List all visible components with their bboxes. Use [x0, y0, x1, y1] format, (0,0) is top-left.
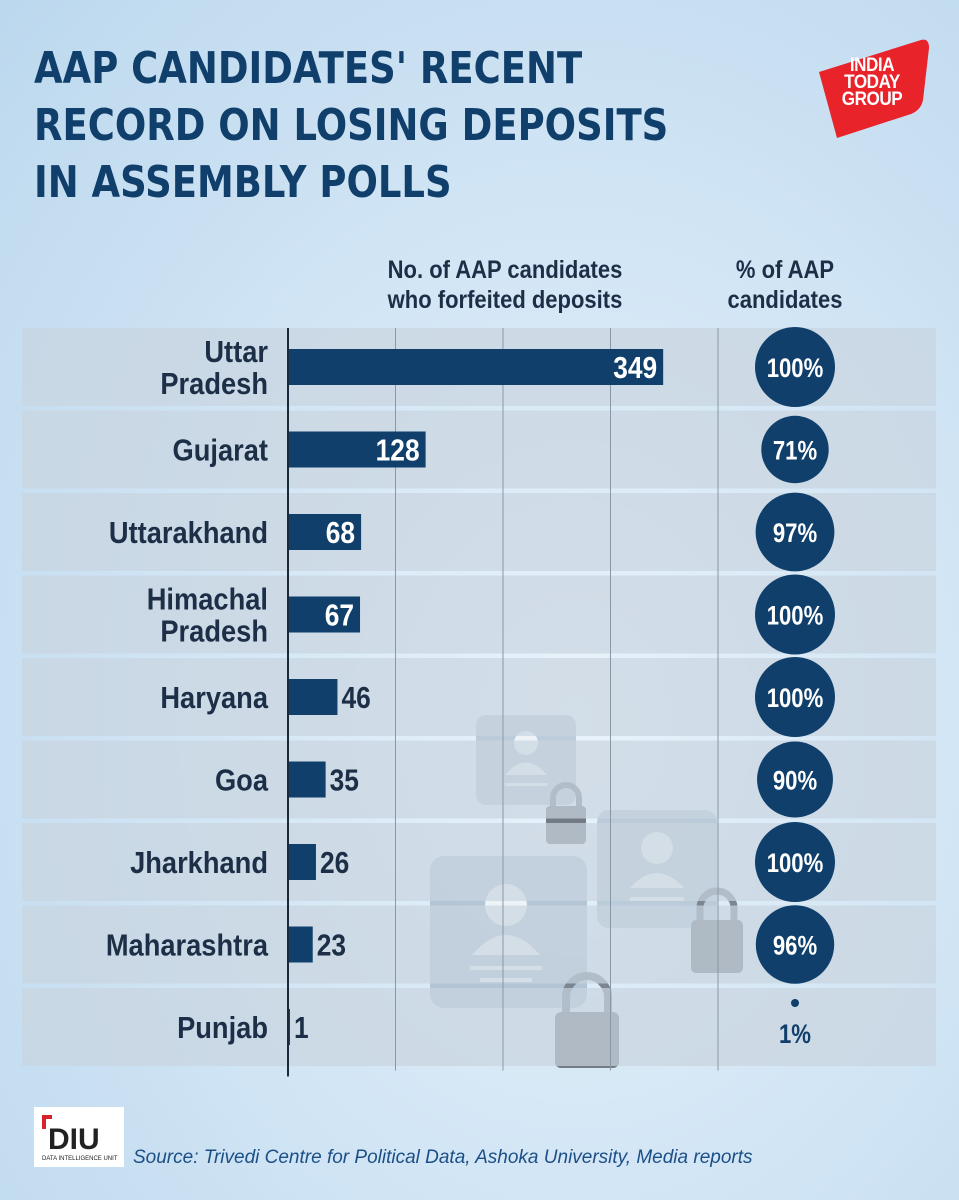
- diu-logo-subtext: DATA INTELLIGENCE UNIT: [42, 1156, 118, 1162]
- category-label: Haryana: [160, 681, 268, 715]
- category-label-line: Himachal: [147, 583, 268, 617]
- india-today-logo-text: INDIA TODAY GROUP: [825, 55, 919, 110]
- title-line: AAP CANDIDATES' RECENT: [34, 43, 583, 94]
- diu-logo: DIU DATA INTELLIGENCE UNIT: [34, 1107, 124, 1167]
- source-note: Source: Trivedi Centre for Political Dat…: [133, 1147, 753, 1168]
- percent-circle: [755, 905, 835, 984]
- category-label: Maharashtra: [106, 929, 269, 963]
- diu-logo-corner: [42, 1115, 52, 1129]
- percent-label: 100%: [767, 684, 824, 714]
- category-label-line: Uttarakhand: [109, 516, 268, 550]
- logo-shape: [819, 39, 929, 138]
- bar-value-label: 67: [325, 599, 354, 633]
- bar-value-label: 68: [326, 516, 355, 550]
- percent-label: 96%: [773, 932, 817, 962]
- category-label: Uttarakhand: [109, 516, 268, 550]
- bar: [288, 596, 361, 633]
- bar: [288, 679, 338, 715]
- bar: [288, 844, 316, 880]
- column-header-line: % of AAP: [735, 256, 835, 284]
- category-label-line: Jharkhand: [130, 846, 268, 880]
- category-label-line: Uttar: [204, 335, 268, 369]
- percent-label: 100%: [767, 602, 824, 632]
- page-title: AAP CANDIDATES' RECENT RECORD ON LOSING …: [34, 40, 672, 211]
- bar-value-label: 26: [320, 846, 349, 880]
- logo-line: GROUP: [841, 89, 903, 110]
- column-header-line: No. of AAP candidates: [387, 256, 623, 284]
- category-label: Jharkhand: [130, 846, 268, 880]
- category-label-line: Haryana: [160, 681, 268, 715]
- percent-circle: [755, 574, 835, 655]
- category-label: Uttar Pradesh: [160, 335, 268, 401]
- category-label: Gujarat: [173, 434, 269, 468]
- bar: [288, 514, 362, 550]
- category-label: Punjab: [177, 1011, 268, 1045]
- bar-value-label: 1: [294, 1011, 309, 1045]
- percent-label: 100%: [767, 354, 824, 384]
- category-label-line: Pradesh: [160, 615, 268, 649]
- percent-label: 71%: [773, 437, 817, 467]
- bar-value-label: 23: [317, 929, 346, 963]
- percent-label: 90%: [773, 767, 817, 797]
- bar: [288, 926, 313, 963]
- percent-circle: [755, 822, 835, 902]
- percent-label: 1%: [779, 1020, 811, 1050]
- column-header-percent: % of AAP candidates: [715, 255, 856, 315]
- bar-value-label: 128: [376, 434, 420, 468]
- diu-logo-text: DIU: [48, 1123, 100, 1156]
- percent-circle: [791, 999, 799, 1007]
- bar-value-label: 349: [613, 351, 657, 385]
- category-label: Goa: [215, 764, 269, 798]
- title-line: RECORD ON LOSING DEPOSITS: [34, 100, 669, 151]
- column-header-line: who forfeited deposits: [387, 286, 623, 314]
- row-band: [22, 988, 936, 1066]
- bar: [288, 431, 426, 468]
- column-header-line: candidates: [727, 286, 843, 314]
- percent-circle: [761, 415, 829, 484]
- bar: [288, 349, 664, 385]
- percent-label: 97%: [773, 519, 817, 549]
- category-label: Himachal Pradesh: [147, 583, 268, 649]
- india-today-logo: [819, 39, 929, 138]
- percent-label: 100%: [767, 849, 824, 879]
- bar-value-label: 46: [341, 681, 370, 715]
- title-line: IN ASSEMBLY POLLS: [34, 157, 452, 208]
- category-label-line: Goa: [215, 764, 269, 798]
- column-header-count: No. of AAP candidates who forfeited depo…: [364, 255, 646, 315]
- percent-circle: [757, 741, 833, 818]
- percent-circle: [755, 492, 835, 572]
- category-label-line: Pradesh: [160, 367, 268, 401]
- category-label-line: Punjab: [177, 1011, 268, 1045]
- percent-circle: [755, 657, 835, 737]
- percent-circle: [755, 327, 835, 407]
- logo-line: TODAY: [844, 72, 900, 93]
- category-label-line: Gujarat: [173, 434, 269, 468]
- category-label-line: Maharashtra: [106, 929, 269, 963]
- logo-line: INDIA: [849, 55, 895, 76]
- bar: [288, 761, 326, 798]
- bar-value-label: 35: [330, 764, 359, 798]
